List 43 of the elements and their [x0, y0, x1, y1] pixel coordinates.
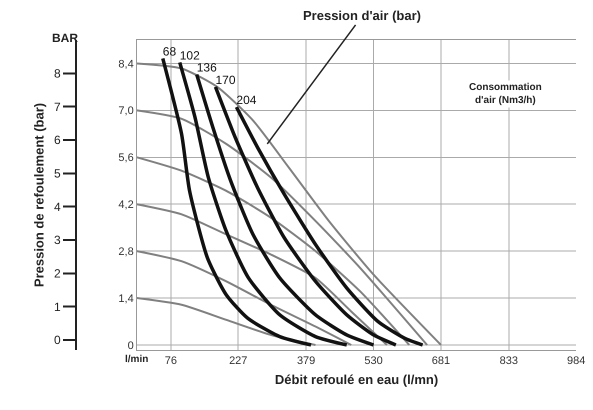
series-label: 68: [162, 44, 176, 58]
y2-tick-label: 0: [128, 340, 134, 352]
line-series: [136, 109, 428, 346]
x-tick-label: 76: [164, 355, 177, 368]
y-tick-label: 8: [54, 66, 61, 81]
series-label: 136: [196, 60, 218, 75]
y-tick-label: 5: [54, 166, 61, 181]
x-axis-title: Débit refoulé en eau (l/mn): [274, 372, 438, 387]
y2-tick-label: 1,4: [118, 292, 134, 305]
annotation: Pression d'air (bar): [303, 8, 421, 23]
y-tick-label: 2: [54, 266, 61, 281]
y-tick-label: 4: [54, 200, 61, 214]
line-series: [178, 60, 348, 347]
text: l/min: [125, 354, 148, 365]
y-axis-title: Pression de refoulement (bar): [31, 102, 46, 288]
y2-tick-label: 4,2: [118, 199, 134, 212]
y2-tick-label: 5,6: [118, 152, 134, 164]
text: BAR: [52, 31, 78, 45]
series-label: 102: [180, 48, 200, 62]
x-tick-label: 833: [500, 355, 518, 368]
annotation: Consommation d'air (Nm3/h): [469, 82, 542, 106]
line-series: [136, 250, 352, 346]
y-tick-label: 6: [54, 133, 61, 148]
y-tick-label: 0: [54, 333, 61, 348]
y-tick-label: 7: [54, 100, 61, 114]
x-tick-label: 681: [432, 355, 450, 368]
y2-tick-label: 8,4: [118, 58, 134, 70]
line-series: [136, 62, 442, 346]
series-label: 170: [215, 72, 236, 87]
y2-tick-label: 2,8: [118, 246, 134, 258]
line-series: [136, 203, 388, 346]
y-tick-label: 3: [54, 233, 61, 248]
line-series: [194, 72, 376, 347]
line-series: [214, 85, 398, 347]
x-tick-label: 227: [229, 355, 248, 368]
x-tick-label: 379: [296, 355, 316, 368]
x-tick-label: 530: [364, 355, 383, 368]
x-tick-label: 984: [567, 355, 586, 368]
line-series: [136, 156, 410, 346]
y2-tick-label: 7,0: [118, 105, 134, 118]
y-tick-label: 1: [54, 300, 61, 314]
line-series: [234, 105, 424, 347]
series-label: 204: [236, 93, 257, 108]
